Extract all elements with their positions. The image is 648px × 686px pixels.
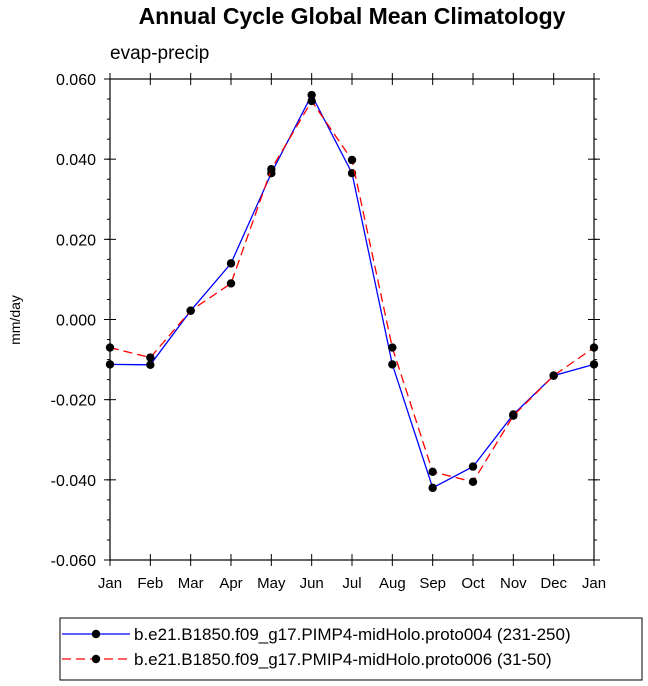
x-tick-label: Apr [219, 575, 242, 592]
x-tick-label: Dec [540, 575, 567, 592]
legend-marker-1 [91, 629, 101, 639]
series-1-point [388, 360, 397, 369]
legend: b.e21.B1850.f09_g17.PIMP4-midHolo.proto0… [59, 617, 643, 681]
series-1-point [226, 259, 236, 268]
y-tick-label: 0.040 [56, 152, 96, 169]
y-axis-ticks: 0.060 0.040 0.020 0.000 -0.020 -0.040 -0.060 [51, 72, 600, 570]
series-2-point [347, 155, 357, 165]
chart-title: Annual Cycle Global Mean Climatology [139, 3, 566, 29]
series-1-point [146, 360, 155, 369]
series-2-point [186, 306, 195, 315]
chart-subtitle: evap-precip [110, 43, 209, 64]
y-tick-label: -0.060 [51, 553, 96, 570]
x-tick-label: Jun [300, 575, 324, 592]
legend-label-1: b.e21.B1850.f09_g17.PIMP4-midHolo.proto0… [134, 625, 571, 644]
y-tick-label: 0.000 [56, 313, 96, 330]
y-tick-label: 0.060 [56, 72, 96, 89]
x-tick-label: Feb [137, 575, 163, 592]
series-2-point [428, 467, 437, 477]
x-tick-label: Nov [500, 575, 527, 592]
series-2-point [267, 164, 276, 174]
x-tick-label: Jan [98, 575, 122, 592]
x-tick-label: Sep [419, 575, 446, 592]
x-tick-label: Mar [178, 575, 204, 592]
series-2-point [468, 477, 478, 487]
x-tick-label: May [257, 575, 286, 592]
y-tick-label: 0.020 [56, 232, 96, 249]
series-1-point [428, 483, 437, 493]
series-2-point [388, 343, 397, 352]
series-2-point [307, 96, 316, 106]
x-tick-label: Oct [461, 575, 485, 592]
x-tick-label: Jul [342, 575, 361, 592]
series-2-point [146, 353, 155, 362]
series-1-point [105, 360, 115, 369]
x-tick-label: Aug [379, 575, 406, 592]
y-tick-label: -0.040 [51, 473, 96, 490]
y-axis-label: mm/day [7, 295, 23, 345]
y-tick-label: -0.020 [51, 393, 96, 410]
series-line-1 [109, 93, 595, 489]
legend-box [59, 617, 643, 681]
series-2-point [226, 279, 236, 288]
series-2-point [549, 371, 558, 380]
x-tick-label: Jan [582, 575, 606, 592]
series-1-point [589, 360, 599, 369]
series-1-point [307, 90, 316, 100]
x-axis-ticks: Jan Feb Mar Apr May Jun Jul Aug Sep Oct Nov Dec Jan [98, 73, 606, 592]
series-layer [105, 90, 599, 493]
legend-entries: b.e21.B1850.f09_g17.PIMP4-midHolo.proto0… [62, 625, 571, 669]
series-1-point [468, 462, 478, 471]
series-2-point [509, 411, 518, 420]
series-2-point [105, 343, 115, 352]
legend-marker-2 [91, 654, 101, 664]
series-2-point [589, 343, 599, 352]
legend-label-2: b.e21.B1850.f09_g17.PMIP4-midHolo.proto0… [134, 650, 552, 669]
